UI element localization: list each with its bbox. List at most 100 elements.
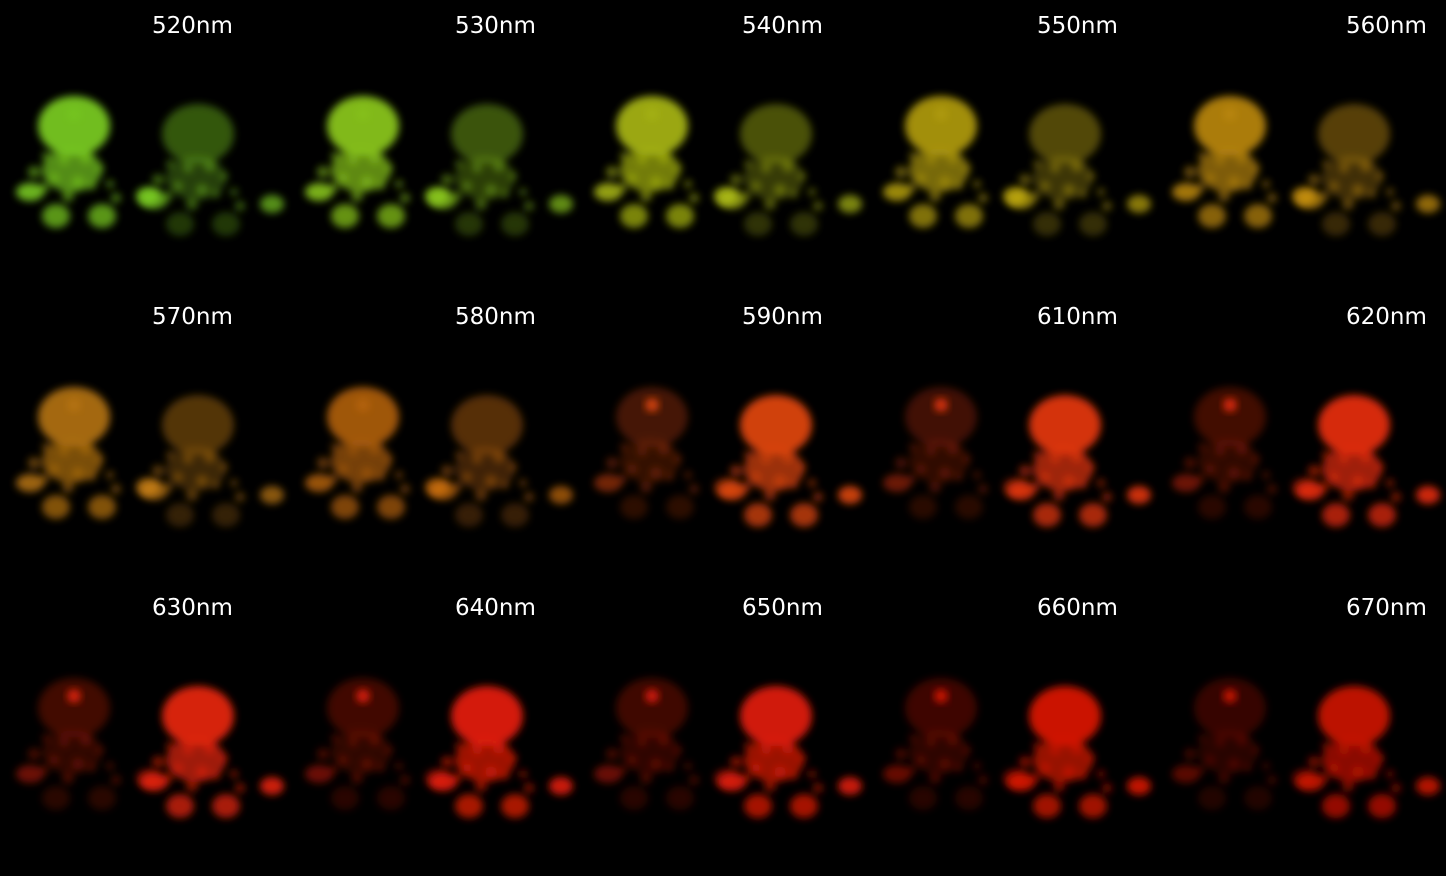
left-left-foot (909, 204, 937, 228)
right-left-hand (140, 482, 168, 500)
left-left-hand (16, 183, 44, 201)
fluorescence-image (883, 678, 1151, 818)
left-figure (16, 387, 160, 519)
left-right-foot (666, 204, 694, 228)
head-spot (1223, 689, 1237, 703)
right-left-hand (718, 191, 746, 209)
right-left-foot (166, 794, 194, 818)
left-right-foot (666, 495, 694, 519)
right-left-foot (166, 503, 194, 527)
right-right-hand (838, 486, 862, 504)
fluorescence-image (305, 96, 573, 236)
right-figure (429, 686, 573, 818)
right-left-hand (1007, 482, 1035, 500)
right-left-foot (1033, 503, 1061, 527)
spectral-panel: 640nm (289, 582, 578, 873)
right-figure (429, 395, 573, 527)
right-right-hand (1127, 486, 1151, 504)
left-left-foot (1198, 495, 1226, 519)
right-left-foot (744, 212, 772, 236)
left-figure (16, 678, 160, 810)
right-left-foot (1033, 212, 1061, 236)
left-head (616, 678, 688, 738)
left-left-hand (16, 474, 44, 492)
right-left-hand (1296, 773, 1324, 791)
left-left-hand (305, 474, 333, 492)
left-head (905, 387, 977, 447)
right-left-hand (718, 773, 746, 791)
head-spot (645, 398, 659, 412)
fluorescence-image (16, 387, 284, 527)
wavelength-label: 530nm (455, 13, 536, 39)
left-left-hand (305, 183, 333, 201)
right-right-foot (790, 503, 818, 527)
right-left-foot (744, 794, 772, 818)
left-figure (305, 387, 449, 519)
fluorescence-image (594, 387, 862, 527)
fluorescence-image (883, 387, 1151, 527)
right-right-foot (1368, 794, 1396, 818)
head-spot (356, 107, 370, 121)
right-right-foot (212, 212, 240, 236)
left-right-foot (377, 495, 405, 519)
left-left-hand (594, 474, 622, 492)
left-right-foot (955, 495, 983, 519)
left-head (327, 96, 399, 156)
fluorescence-image (1172, 96, 1440, 236)
left-left-foot (1198, 204, 1226, 228)
head-spot (645, 107, 659, 121)
left-right-foot (955, 204, 983, 228)
wavelength-label: 570nm (152, 304, 233, 330)
right-left-hand (1296, 482, 1324, 500)
left-head (1194, 387, 1266, 447)
left-head (38, 387, 110, 447)
right-right-hand (549, 195, 573, 213)
head-spot (67, 689, 81, 703)
left-left-foot (42, 495, 70, 519)
right-right-foot (212, 503, 240, 527)
head-spot (934, 107, 948, 121)
left-left-hand (594, 183, 622, 201)
left-left-hand (1172, 474, 1200, 492)
right-head (162, 104, 234, 164)
spectral-panel: 520nm (0, 0, 289, 291)
left-head (327, 387, 399, 447)
left-right-foot (1244, 204, 1272, 228)
left-right-foot (1244, 495, 1272, 519)
right-right-foot (501, 503, 529, 527)
left-figure (883, 96, 1027, 228)
left-left-foot (331, 495, 359, 519)
right-figure (429, 104, 573, 236)
left-head (1194, 96, 1266, 156)
fluorescence-image (16, 678, 284, 818)
fluorescence-image (1172, 678, 1440, 818)
right-right-foot (1079, 503, 1107, 527)
spectral-panel: 580nm (289, 291, 578, 582)
right-figure (718, 395, 862, 527)
right-head (1318, 104, 1390, 164)
right-right-foot (1368, 212, 1396, 236)
right-right-hand (1416, 486, 1440, 504)
wavelength-label: 520nm (152, 13, 233, 39)
right-right-foot (790, 212, 818, 236)
left-figure (305, 678, 449, 810)
head-spot (67, 107, 81, 121)
head-spot (934, 689, 948, 703)
right-left-hand (429, 482, 457, 500)
wavelength-label: 640nm (455, 595, 536, 621)
left-head (327, 678, 399, 738)
right-right-hand (260, 777, 284, 795)
right-figure (1007, 395, 1151, 527)
right-right-hand (1127, 195, 1151, 213)
left-left-foot (42, 786, 70, 810)
right-head (451, 686, 523, 746)
left-left-foot (909, 495, 937, 519)
left-figure (1172, 387, 1316, 519)
head-spot (67, 398, 81, 412)
left-figure (883, 678, 1027, 810)
right-right-foot (1079, 794, 1107, 818)
right-left-foot (455, 794, 483, 818)
spectral-panel: 560nm (1156, 0, 1445, 291)
fluorescence-image (305, 678, 573, 818)
